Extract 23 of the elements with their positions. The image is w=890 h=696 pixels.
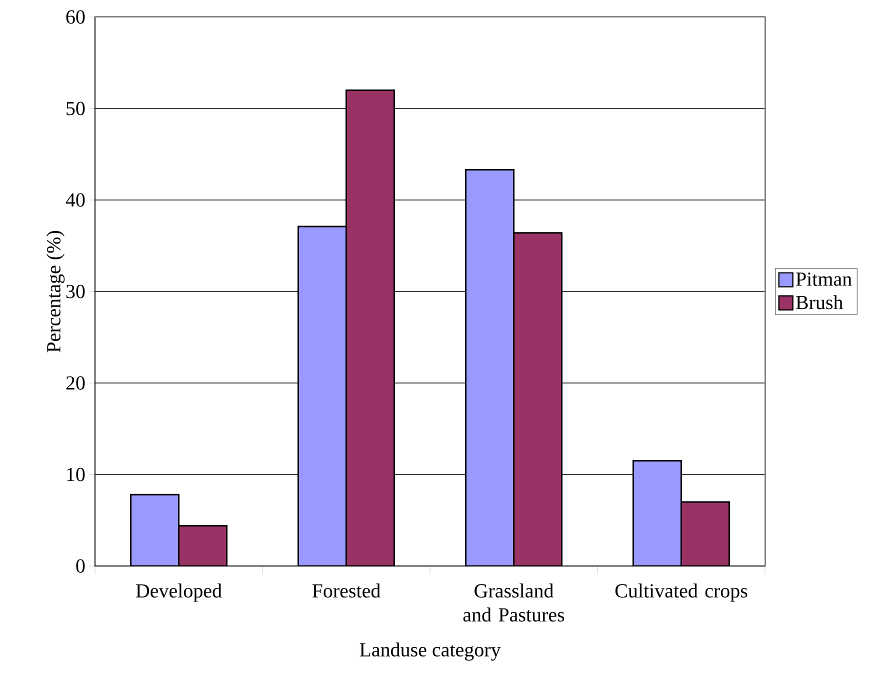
y-tick-label: 10 xyxy=(67,468,85,482)
bar xyxy=(465,169,515,566)
legend-label: Brush xyxy=(796,295,843,310)
y-tick-label: 0 xyxy=(76,559,85,573)
y-tick-label: 40 xyxy=(66,193,85,207)
y-tick-label: 30 xyxy=(66,284,85,298)
x-tick-label: Forested xyxy=(312,584,380,598)
x-tick-label: Cultivated crops xyxy=(615,584,748,602)
bar xyxy=(680,501,730,566)
y-tick-label: 20 xyxy=(66,376,85,390)
x-tick-label: Developed xyxy=(136,584,222,602)
bar xyxy=(178,524,228,566)
bar xyxy=(513,232,563,566)
bar xyxy=(298,226,348,566)
y-tick-label: 50 xyxy=(66,102,85,116)
legend-label: Pitman xyxy=(796,272,852,286)
x-tick-label: Grassland and Pastures xyxy=(463,584,564,622)
bar xyxy=(346,89,396,566)
y-axis-title: Percentage (%) xyxy=(46,231,65,352)
bar xyxy=(632,460,682,566)
bar xyxy=(130,494,180,566)
y-tick-label: 60 xyxy=(66,10,85,24)
x-axis-title: Landuse category xyxy=(360,642,501,661)
